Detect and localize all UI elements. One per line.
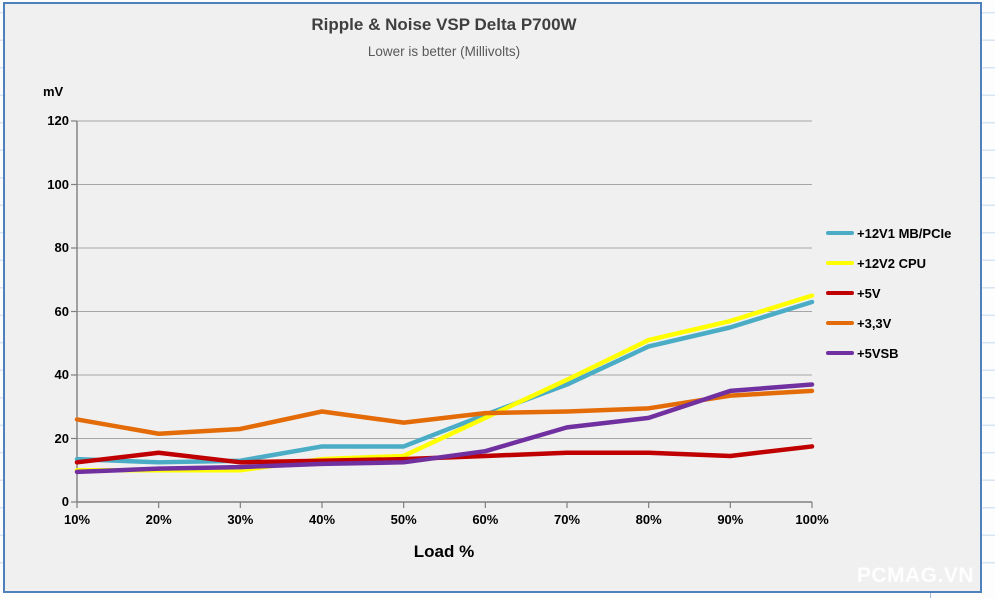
y-tick-label: 40 [54, 367, 69, 382]
legend-line-swatch [826, 231, 854, 235]
legend-line-swatch [826, 351, 854, 355]
x-tick-label: 100% [795, 512, 829, 527]
watermark: PCMAG.VN [856, 564, 974, 587]
y-tick-label: 80 [54, 240, 69, 255]
legend: +12V1 MB/PCIe +12V2 CPU +5V +3,3V +5VSB [826, 218, 951, 368]
y-axis-title: mV [43, 84, 64, 99]
series-line-+5VSB [74, 382, 815, 475]
x-tick-label: 10% [63, 512, 91, 527]
legend-label: +3,3V [857, 315, 892, 331]
y-tick-label: 0 [61, 494, 69, 509]
series-line-+12V2 CPU [74, 293, 815, 473]
plot-area-svg [71, 120, 815, 508]
legend-item: +3,3V [826, 308, 951, 338]
legend-label: +5VSB [857, 345, 899, 361]
x-tick-label: 60% [472, 512, 499, 527]
chart-container: Ripple & Noise VSP Delta P700W Lower is … [3, 2, 982, 593]
x-tick-label: 20% [145, 512, 172, 527]
x-tick-label: 90% [717, 512, 744, 527]
y-tick-label: 100 [47, 176, 69, 192]
legend-item: +5VSB [826, 338, 951, 368]
y-tick-label: 60 [54, 303, 69, 319]
page-rule-tick [930, 593, 931, 598]
chart-subtitle: Lower is better (Millivolts) [367, 44, 521, 59]
x-tick-label: 50% [390, 512, 417, 527]
legend-line-swatch [826, 321, 854, 325]
y-tick-label: 120 [47, 113, 69, 128]
series-line-+12V1 MB/PCIe [74, 299, 815, 465]
x-tick-label: 30% [227, 512, 254, 527]
legend-line-swatch [826, 291, 854, 295]
legend-label: +12V2 CPU [857, 255, 927, 271]
chart-inner: Ripple & Noise VSP Delta P700W Lower is … [5, 4, 980, 591]
x-tick-label: 80% [635, 512, 662, 527]
chart-title: Ripple & Noise VSP Delta P700W [311, 15, 577, 34]
legend-label: +12V1 MB/PCIe [857, 225, 952, 241]
series-line-+3,3V [74, 388, 815, 436]
legend-item: +5V [826, 278, 951, 308]
legend-item: +12V2 CPU [826, 248, 951, 278]
y-tick-label: 20 [54, 430, 69, 446]
x-tick-label: 70% [553, 512, 581, 527]
legend-line-swatch [826, 261, 854, 265]
x-tick-label: 40% [308, 512, 336, 527]
legend-label: +5V [857, 285, 881, 301]
x-axis-title: Load % [413, 542, 475, 561]
legend-item: +12V1 MB/PCIe [826, 218, 951, 248]
